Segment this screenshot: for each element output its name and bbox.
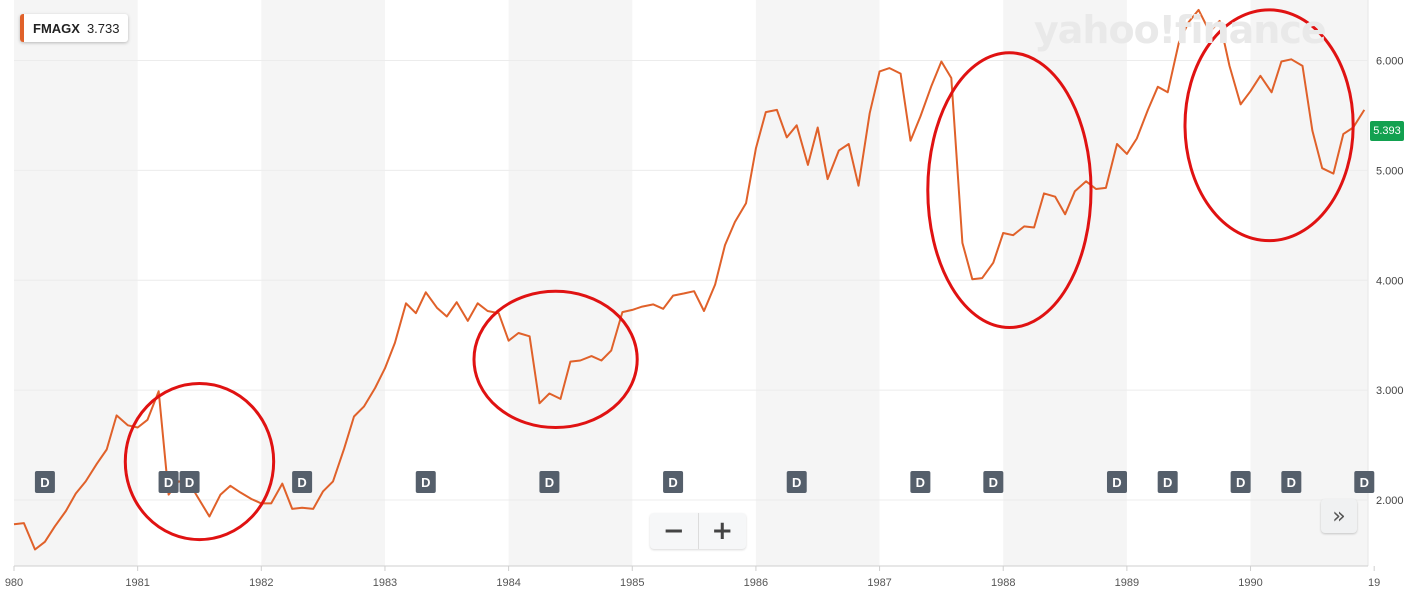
dividend-marker-label: D [40, 475, 49, 490]
dividend-marker-box [663, 471, 684, 493]
dividend-marker[interactable]: D [292, 471, 313, 493]
dividend-marker-label: D [1112, 475, 1121, 490]
x-tick-label: 1987 [867, 577, 891, 589]
dividend-marker-box [1230, 471, 1251, 493]
year-band [508, 0, 633, 566]
series-line [13, 8, 1366, 551]
dividend-marker-label: D [185, 475, 194, 490]
dividend-marker-box [1281, 471, 1302, 493]
dividend-marker-label: D [1287, 475, 1296, 490]
year-band [1250, 0, 1368, 566]
dividend-marker-box [1106, 471, 1127, 493]
annotation-layer [123, 8, 1355, 542]
legend-symbol: FMAGX [33, 20, 80, 36]
dividend-marker-label: D [989, 475, 998, 490]
dividend-marker[interactable]: D [415, 471, 436, 493]
year-band [1003, 0, 1127, 566]
gridlines [14, 0, 1369, 566]
x-tick-label: 1983 [373, 577, 397, 589]
dividend-marker[interactable]: D [983, 471, 1004, 493]
legend-box[interactable]: FMAGX 3.733 [20, 14, 128, 42]
dividend-marker-label: D [1360, 475, 1369, 490]
x-tick-label: 1986 [744, 577, 768, 589]
x-axis: 980 1981 1982 1983 1984 1985 1986 1987 1988 1989 1… [5, 565, 1380, 589]
annotation-circle [1183, 8, 1355, 243]
dividend-marker-box [158, 471, 179, 493]
y-axis: 2.000 3.000 4.000 5.000 6.000 [1376, 55, 1404, 507]
annotation-circle [926, 51, 1093, 330]
zoom-in-button[interactable]: + [697, 513, 747, 549]
dividend-marker-label: D [545, 475, 554, 490]
zoom-out-button[interactable]: − [662, 516, 685, 546]
dividend-marker[interactable]: D [1157, 471, 1178, 493]
y-tick-label: 2.000 [1376, 495, 1404, 507]
current-price-tag: 5.393 [1370, 121, 1404, 141]
dividend-marker-box [292, 471, 313, 493]
y-tick-label: 5.000 [1376, 165, 1404, 177]
annotation-circle [472, 289, 639, 430]
series-layer [13, 8, 1366, 551]
y-tick-label: 6.000 [1376, 55, 1404, 67]
dividend-marker[interactable]: D [1106, 471, 1127, 493]
dividend-marker-label: D [297, 475, 306, 490]
annotation-circle [123, 382, 276, 542]
y-tick-label: 4.000 [1376, 275, 1404, 287]
dividend-marker-box [1157, 471, 1178, 493]
year-band [755, 0, 880, 566]
dividend-marker[interactable]: D [1354, 471, 1375, 493]
year-bands [14, 0, 1368, 566]
dividend-marker[interactable]: D [1281, 471, 1302, 493]
x-tick-label: 1984 [496, 577, 520, 589]
dividend-marker-box [179, 471, 200, 493]
dividend-marker[interactable]: D [179, 471, 200, 493]
x-tick-label: 1981 [125, 577, 149, 589]
dividend-marker[interactable]: D [786, 471, 807, 493]
dividend-marker[interactable]: D [1230, 471, 1251, 493]
dividend-marker[interactable]: D [910, 471, 931, 493]
dividend-marker[interactable]: D [539, 471, 560, 493]
dividend-marker-box [415, 471, 436, 493]
y-tick-label: 3.000 [1376, 385, 1404, 397]
dividend-marker[interactable]: D [34, 471, 55, 493]
year-band [14, 0, 138, 566]
x-tick-label: 1982 [249, 577, 273, 589]
dividend-marker[interactable]: D [663, 471, 684, 493]
x-tick-label: 1988 [991, 577, 1015, 589]
x-tick-label: 19 [1368, 577, 1380, 589]
dividend-marker-box [983, 471, 1004, 493]
x-tick-label: 1989 [1115, 577, 1139, 589]
x-tick-label: 980 [5, 577, 23, 589]
dividend-marker-label: D [421, 475, 430, 490]
legend-value: 3.733 [86, 20, 120, 36]
scroll-forward-button[interactable]: » [1321, 499, 1357, 533]
dividend-marker-box [539, 471, 560, 493]
dividend-marker-label: D [164, 475, 173, 490]
dividend-marker-label: D [1236, 475, 1245, 490]
dividend-marker-box [786, 471, 807, 493]
dividend-marker[interactable]: D [158, 471, 179, 493]
dividend-marker-label: D [668, 475, 677, 490]
zoom-controls: − + [650, 513, 746, 549]
year-band [261, 0, 385, 566]
dividend-marker-box [34, 471, 55, 493]
dividend-marker-box [910, 471, 931, 493]
dividend-marker-label: D [792, 475, 801, 490]
x-tick-label: 1990 [1238, 577, 1262, 589]
x-tick-label: 1985 [620, 577, 644, 589]
yahoo-finance-watermark: yahoo!finance [1034, 8, 1327, 52]
dividend-marker-label: D [1163, 475, 1172, 490]
legend-swatch [20, 14, 24, 42]
dividend-marker-box [1354, 471, 1375, 493]
dividend-marker-label: D [916, 475, 925, 490]
